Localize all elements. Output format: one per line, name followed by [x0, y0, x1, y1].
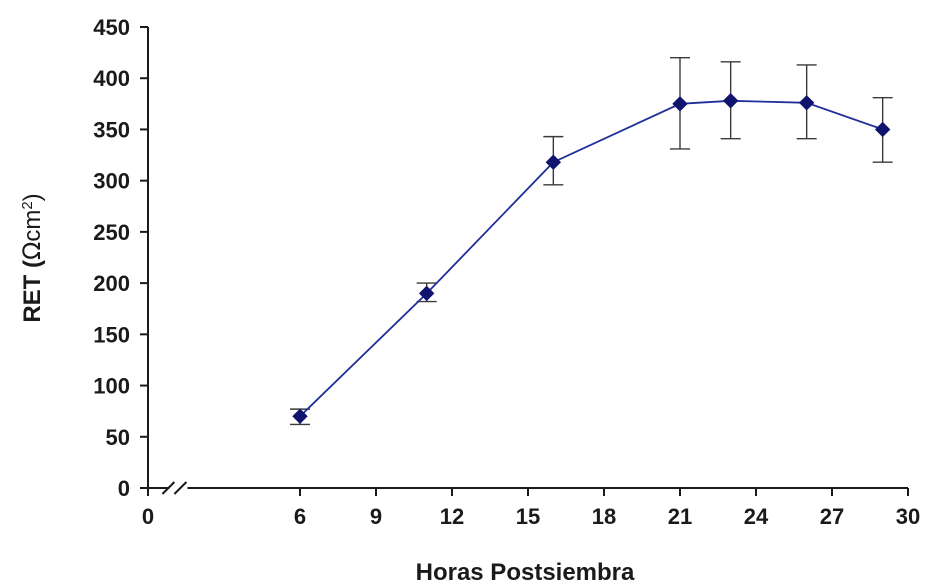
y-tick-label: 350 — [93, 117, 130, 142]
y-tick-label: 400 — [93, 66, 130, 91]
y-axis-title: RET (Ωcm2) — [18, 193, 46, 322]
y-axis-ticks: 0 50 100 150 200 250 300 350 400 450 — [93, 15, 148, 501]
y-tick-label: 150 — [93, 322, 130, 347]
data-markers — [293, 94, 890, 424]
data-point — [673, 97, 687, 111]
x-tick-label: 21 — [668, 504, 692, 529]
x-tick-label: 30 — [896, 504, 920, 529]
y-axis-title-unit: cm — [19, 210, 46, 242]
x-tick-label: 18 — [592, 504, 616, 529]
y-tick-label: 100 — [93, 374, 130, 399]
y-tick-label: 300 — [93, 169, 130, 194]
y-axis-title-main: RET ( — [19, 260, 46, 323]
x-tick-label: 15 — [516, 504, 540, 529]
x-tick-label: 9 — [370, 504, 382, 529]
x-tick-label: 0 — [142, 504, 154, 529]
y-axis-title-close: ) — [19, 193, 46, 201]
x-axis-ticks: 0 6 9 12 15 18 21 24 27 30 — [142, 488, 920, 529]
y-axis-title-omega: Ω — [18, 242, 46, 260]
x-tick-label: 27 — [820, 504, 844, 529]
error-bars — [290, 58, 893, 425]
x-tick-label: 24 — [744, 504, 769, 529]
y-tick-label: 250 — [93, 220, 130, 245]
data-point — [876, 122, 890, 136]
y-axis-title-sup: 2 — [19, 201, 36, 209]
x-tick-label: 12 — [440, 504, 464, 529]
y-tick-label: 200 — [93, 271, 130, 296]
data-point — [800, 96, 814, 110]
y-tick-label: 450 — [93, 15, 130, 40]
x-tick-label: 6 — [294, 504, 306, 529]
series-line — [300, 101, 883, 417]
data-point — [724, 94, 738, 108]
y-tick-label: 0 — [118, 476, 130, 501]
x-axis-title: Horas Postsiembra — [416, 559, 635, 585]
y-tick-label: 50 — [106, 425, 130, 450]
